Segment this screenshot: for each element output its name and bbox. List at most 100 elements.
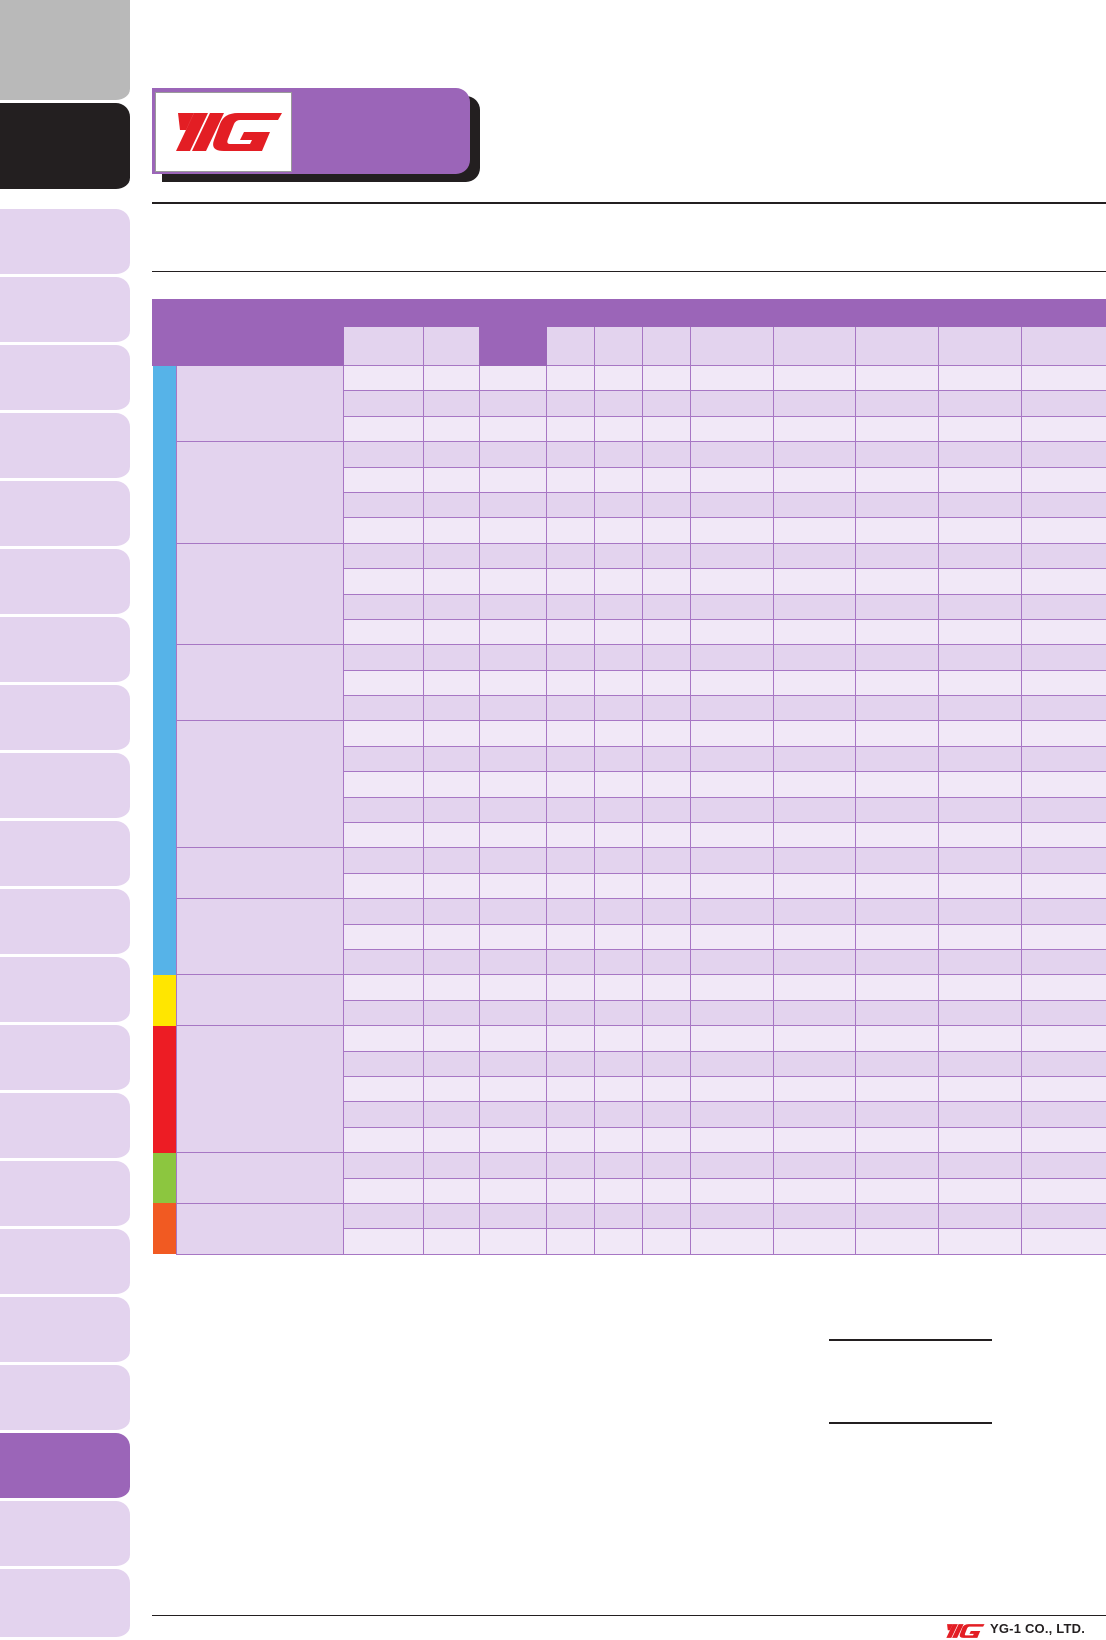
table-cell [773, 1101, 857, 1128]
table-cell [1021, 517, 1106, 544]
table-cell [641, 1101, 692, 1128]
side-tab-10[interactable] [0, 821, 130, 889]
side-tab-12[interactable] [0, 957, 130, 1025]
side-tab-14[interactable] [0, 1093, 130, 1161]
table-cell [773, 542, 857, 570]
side-tab-15[interactable] [0, 1161, 130, 1229]
table-row [153, 745, 1106, 773]
table-cell [423, 720, 480, 747]
table-cell [594, 593, 643, 620]
table-row [153, 720, 1106, 849]
side-tab-1[interactable] [0, 209, 130, 277]
table-cell [343, 872, 424, 900]
side-tab-18[interactable] [0, 1365, 130, 1433]
table-cell [855, 669, 940, 697]
side-tab-19-active[interactable] [0, 1433, 130, 1501]
side-tab-8[interactable] [0, 685, 130, 753]
table-row [153, 1228, 1106, 1255]
table-cell [855, 441, 940, 468]
table-cell [690, 1050, 775, 1077]
table-cell [1021, 1050, 1106, 1077]
table-cell [1021, 1177, 1106, 1204]
side-tab-11[interactable] [0, 889, 130, 957]
table-cell [773, 695, 857, 722]
table-cell [479, 441, 547, 468]
table-cell [546, 1075, 595, 1103]
table-cell [690, 542, 775, 570]
table-cell [479, 822, 547, 849]
side-tab-3[interactable] [0, 345, 130, 413]
table-row [153, 923, 1106, 950]
table-cell [690, 644, 775, 671]
table-cell [1021, 898, 1106, 925]
table-cell [1021, 390, 1106, 417]
table-cell [594, 923, 643, 950]
table-cell [343, 542, 424, 570]
table-row [153, 796, 1106, 824]
side-tab-21[interactable] [0, 1569, 130, 1640]
table-cell [690, 898, 775, 925]
table-cell [641, 491, 692, 519]
table-cell [641, 745, 692, 773]
table-cell [1021, 593, 1106, 620]
table-cell [1021, 441, 1106, 468]
material-cell [176, 1202, 344, 1255]
side-tab-7[interactable] [0, 617, 130, 685]
table-cell [690, 669, 775, 697]
table-cell [773, 847, 857, 874]
table-cell [938, 872, 1023, 900]
table-cell [641, 948, 692, 976]
table-cell [938, 441, 1023, 468]
side-tab-2[interactable] [0, 277, 130, 345]
table-cell [423, 466, 480, 493]
table-cell [1021, 1075, 1106, 1103]
table-cell [343, 1202, 424, 1230]
table-cell [690, 1075, 775, 1103]
side-tab-17[interactable] [0, 1297, 130, 1365]
table-cell [938, 720, 1023, 747]
table-cell [343, 923, 424, 950]
table-cell [479, 593, 547, 620]
table-cell [423, 771, 480, 798]
table-cell [641, 1177, 692, 1204]
table-cell [773, 1025, 857, 1052]
table-cell [938, 669, 1023, 697]
table-cell [479, 720, 547, 747]
table-cell [594, 974, 643, 1001]
table-cell [343, 999, 424, 1027]
table-cell [546, 618, 595, 646]
table-cell [641, 872, 692, 900]
footer-rule [152, 1615, 1106, 1616]
table-cell [938, 517, 1023, 544]
header-sub-a2 [423, 326, 480, 366]
table-cell [343, 771, 424, 798]
table-cell [855, 974, 940, 1001]
table-row [153, 999, 1106, 1027]
table-cell [690, 822, 775, 849]
table-cell [546, 415, 595, 443]
side-tab-5[interactable] [0, 481, 130, 549]
table-row [153, 593, 1106, 620]
table-cell [773, 771, 857, 798]
side-tab-20[interactable] [0, 1501, 130, 1569]
table-cell [594, 872, 643, 900]
side-tab-16[interactable] [0, 1229, 130, 1297]
table-cell [1021, 1202, 1106, 1230]
side-tab-13[interactable] [0, 1025, 130, 1093]
table-cell [546, 872, 595, 900]
side-tab-6[interactable] [0, 549, 130, 617]
material-cell [176, 644, 344, 722]
table-cell [479, 491, 547, 519]
table-cell [641, 441, 692, 468]
table-cell [855, 999, 940, 1027]
side-tab-top[interactable] [0, 0, 130, 103]
table-cell [479, 745, 547, 773]
table-cell [641, 695, 692, 722]
side-tab-4[interactable] [0, 413, 130, 481]
side-tab-9[interactable] [0, 753, 130, 821]
table-cell [423, 1126, 480, 1154]
side-tab-index[interactable] [0, 103, 130, 192]
table-cell [546, 441, 595, 468]
table-cell [938, 1075, 1023, 1103]
table-cell [423, 999, 480, 1027]
